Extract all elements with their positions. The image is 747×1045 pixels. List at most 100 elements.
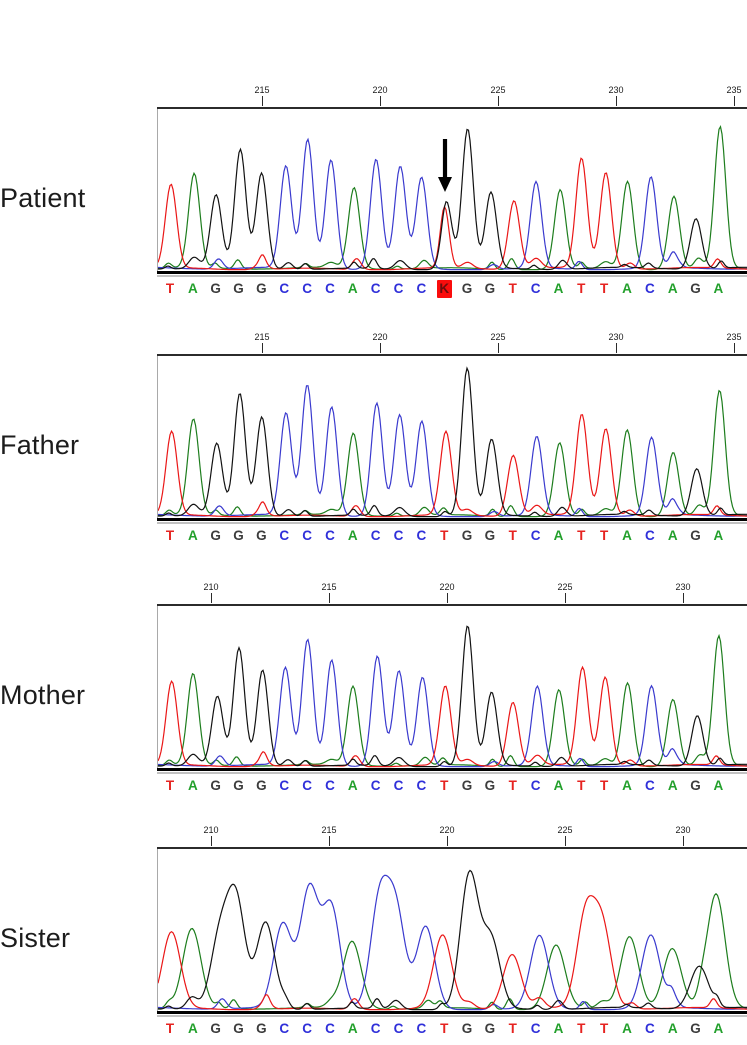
- trace-baseline: [157, 518, 747, 521]
- ruler-tick-label: 230: [675, 825, 691, 835]
- base-call-G: G: [484, 1021, 496, 1036]
- base-call-C: C: [279, 281, 290, 296]
- base-call-C: C: [302, 528, 312, 543]
- base-call-C: C: [393, 281, 404, 296]
- base-call-C: C: [530, 778, 541, 793]
- base-call-T: T: [600, 778, 609, 793]
- base-call-A: A: [187, 528, 198, 543]
- trace-area: [157, 109, 747, 271]
- base-call-A: A: [553, 1021, 564, 1036]
- base-call-A: A: [622, 778, 632, 793]
- ruler-tick-mark: [447, 836, 448, 846]
- base-call-C: C: [325, 1021, 335, 1036]
- base-call-A: A: [667, 528, 678, 543]
- position-ruler: 215 220 225 230 235: [157, 85, 747, 109]
- base-call-A: A: [347, 528, 358, 543]
- base-call-A: A: [667, 281, 678, 296]
- ruler-tick-mark: [498, 96, 499, 106]
- base-call-T: T: [577, 778, 586, 793]
- panel-father: Father 215 220 225 230 235 T A G G G C C C A C C C T G G T C A T…: [0, 332, 747, 547]
- ruler-tick-label: 215: [254, 85, 270, 95]
- trace-area: [157, 606, 747, 768]
- ruler-tick-mark: [211, 836, 212, 846]
- base-call-C: C: [416, 528, 427, 543]
- base-call-A: A: [553, 778, 564, 793]
- panel-label: Patient: [0, 183, 86, 213]
- base-call-A: A: [347, 1021, 358, 1036]
- base-call-C: C: [279, 1021, 290, 1036]
- base-call-T: T: [165, 281, 175, 296]
- base-call-T: T: [600, 281, 609, 296]
- trace-baseline-shadow: [157, 275, 747, 277]
- base-call-T: T: [508, 281, 517, 296]
- base-call-T: T: [577, 528, 586, 543]
- ruler-tick-mark: [565, 593, 566, 603]
- variant-base-call: K: [436, 280, 452, 298]
- chromatogram-plot: 215 220 225 230 235 T A G G G C C C A C C C T G G T C A T T A C A G A: [157, 332, 747, 547]
- panel-label: Father: [0, 430, 80, 460]
- base-call-C: C: [530, 528, 541, 543]
- trace-channel-T: [158, 414, 747, 518]
- chromatogram-plot: 210 215 220 225 230 T A G G G C C C A C C C T G G T C A T T A C A G A: [157, 825, 747, 1040]
- base-call-G: G: [484, 778, 496, 793]
- base-call-C: C: [644, 778, 655, 793]
- base-call-C: C: [530, 1021, 541, 1036]
- ruler-tick-mark: [380, 343, 381, 353]
- base-call-A: A: [713, 528, 724, 543]
- base-call-G: G: [210, 528, 221, 543]
- ruler-tick-label: 210: [203, 825, 219, 835]
- base-call-C: C: [530, 281, 541, 296]
- panel-sister: Sister 210 215 220 225 230 T A G G G C C C A C C C T G G T C A T…: [0, 825, 747, 1040]
- base-call-G: G: [484, 528, 496, 543]
- base-call-C: C: [370, 778, 381, 793]
- base-call-A: A: [187, 1021, 198, 1036]
- ruler-tick-label: 225: [490, 332, 506, 342]
- variant-arrow-icon: [438, 139, 453, 192]
- base-call-G: G: [233, 528, 244, 543]
- base-call-C: C: [302, 778, 312, 793]
- trace-channel-G: [158, 128, 747, 271]
- trace-channel-A: [158, 389, 747, 518]
- base-call-T: T: [600, 528, 609, 543]
- base-call-A: A: [667, 778, 678, 793]
- panel-patient: Patient 215 220 225 230 235 T A G G G C C C A C C C K G G T C A…: [0, 85, 747, 300]
- base-call-A: A: [713, 281, 724, 296]
- base-call-G: G: [461, 778, 473, 793]
- ruler-tick-mark: [616, 96, 617, 106]
- base-call-G: G: [690, 778, 701, 793]
- ruler-tick-mark: [734, 343, 735, 353]
- chromatogram-plot: 210 215 220 225 230 T A G G G C C C A C C C T G G T C A T T A C A G A: [157, 582, 747, 797]
- trace-channel-G: [158, 869, 747, 1011]
- base-call-T: T: [440, 528, 449, 543]
- ruler-tick-label: 220: [372, 332, 388, 342]
- trace-channel-C: [158, 638, 747, 768]
- ruler-tick-mark: [262, 343, 263, 353]
- ruler-tick-label: 230: [675, 582, 691, 592]
- base-call-G: G: [210, 778, 221, 793]
- base-call-C: C: [416, 281, 427, 296]
- base-call-T: T: [508, 778, 517, 793]
- base-call-C: C: [393, 1021, 404, 1036]
- ruler-tick-label: 215: [321, 582, 337, 592]
- ruler-tick-mark: [734, 96, 735, 106]
- base-call-C: C: [370, 1021, 381, 1036]
- trace-channel-T: [158, 895, 747, 1011]
- trace-channel-T: [158, 665, 747, 768]
- ruler-tick-mark: [616, 343, 617, 353]
- base-call-G: G: [690, 281, 701, 296]
- trace-channel-C: [158, 385, 747, 518]
- trace-channel-C: [158, 137, 747, 271]
- trace-baseline: [157, 271, 747, 274]
- ruler-tick-mark: [211, 593, 212, 603]
- base-call-A: A: [187, 778, 198, 793]
- trace-channel-A: [158, 892, 747, 1011]
- trace-svg: [158, 366, 747, 518]
- base-call-G: G: [461, 528, 473, 543]
- trace-area: [157, 849, 747, 1011]
- base-call-C: C: [302, 281, 312, 296]
- ruler-tick-label: 215: [321, 825, 337, 835]
- base-call-G: G: [690, 528, 701, 543]
- base-call-A: A: [622, 1021, 632, 1036]
